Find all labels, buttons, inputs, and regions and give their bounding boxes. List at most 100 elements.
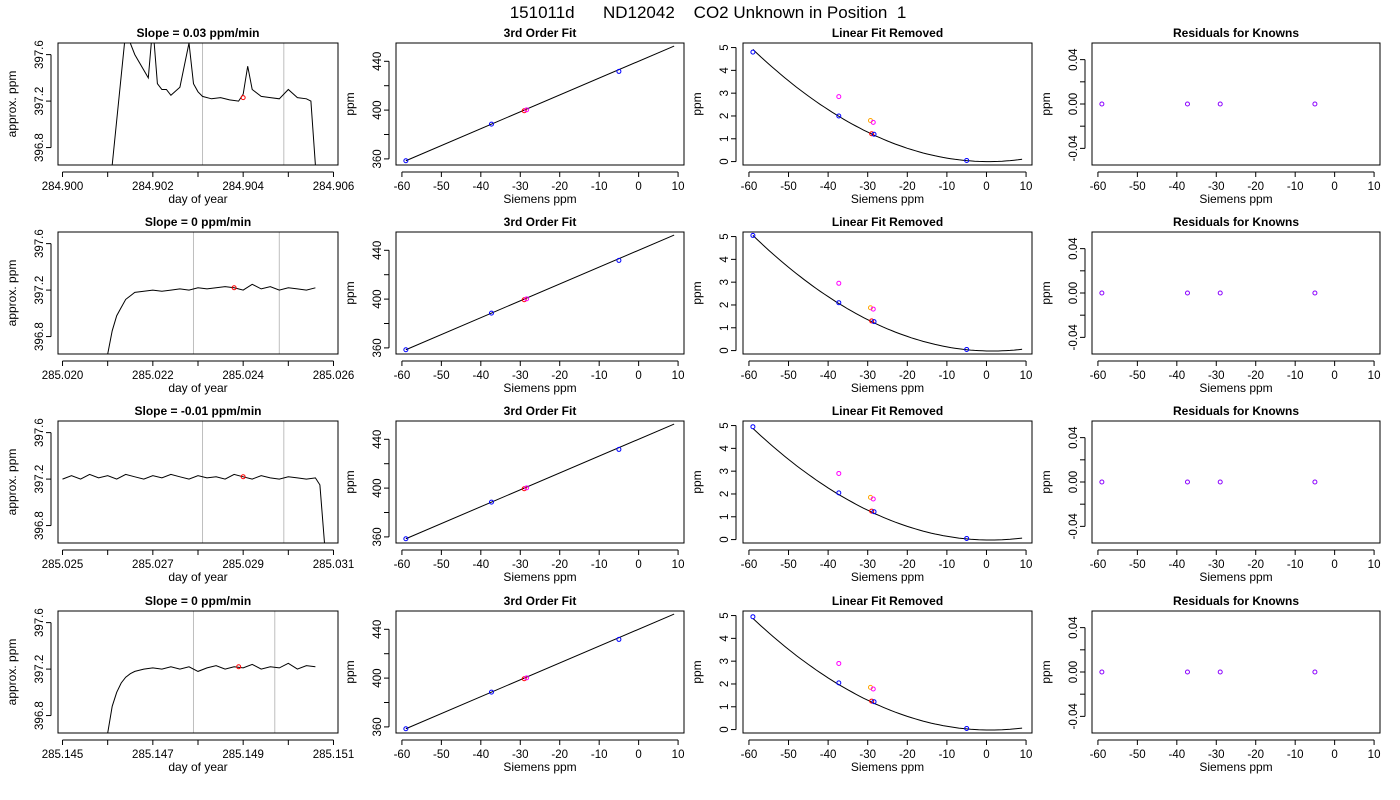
y-tick-label: 0.00 — [1068, 661, 1080, 683]
x-tick-label: -40 — [820, 559, 837, 571]
x-tick-label: 285.027 — [132, 559, 174, 571]
x-tick-label: -50 — [780, 370, 797, 382]
panel-title: Slope = 0 ppm/min — [145, 215, 251, 229]
data-point — [521, 486, 527, 492]
panel-title: Residuals for Knowns — [1173, 404, 1299, 418]
x-tick-label: -10 — [591, 749, 608, 761]
x-tick-label: -40 — [1169, 370, 1186, 382]
plot-frame — [395, 42, 685, 166]
y-axis-label: ppm — [343, 92, 357, 115]
x-tick-label: -20 — [551, 370, 568, 382]
x-tick-label: -40 — [473, 749, 490, 761]
data-point — [1184, 669, 1190, 675]
x-tick-label: -50 — [1129, 749, 1146, 761]
x-tick-label: -20 — [551, 749, 568, 761]
x-tick-label: -10 — [591, 181, 608, 193]
plot-frame — [742, 420, 1033, 544]
plot-frame — [1091, 231, 1381, 355]
x-tick-label: 10 — [1020, 181, 1033, 193]
plot-area — [1099, 479, 1318, 485]
plot-area — [403, 423, 675, 542]
y-tick-label: 440 — [372, 430, 384, 449]
x-tick-label: 284.906 — [313, 181, 355, 193]
x-tick-label: -60 — [1090, 559, 1107, 571]
x-axis-label: Siemens ppm — [1199, 760, 1272, 774]
x-tick-label: -30 — [1208, 370, 1225, 382]
y-tick-label: 440 — [372, 52, 384, 71]
data-point — [488, 499, 494, 505]
y-tick-label: 5 — [719, 422, 731, 428]
x-tick-label: -50 — [1129, 559, 1146, 571]
data-point — [871, 131, 877, 137]
fit-curve — [752, 618, 1023, 731]
data-point — [869, 318, 875, 324]
panel-title: 3rd Order Fit — [504, 404, 577, 418]
data-point — [231, 285, 237, 291]
y-axis-label: ppm — [1039, 660, 1053, 683]
x-tick-label: -20 — [899, 181, 916, 193]
x-tick-label: -10 — [1287, 181, 1304, 193]
x-tick-label: -50 — [780, 749, 797, 761]
plot-frame — [1091, 420, 1381, 544]
data-point — [488, 310, 494, 316]
y-tick-label: 0.04 — [1068, 237, 1080, 260]
plot-area — [403, 234, 675, 353]
x-tick-label: -30 — [1208, 559, 1225, 571]
data-point — [240, 95, 246, 101]
y-tick-label: 397.6 — [34, 608, 46, 637]
x-tick-label: -40 — [1169, 559, 1186, 571]
data-point — [521, 297, 527, 303]
x-tick-label: 10 — [1020, 749, 1033, 761]
panel-r2-c3: Linear Fit Removed-60 -50 -40 -30 -20 -10 0 10S… — [690, 215, 1033, 395]
x-tick-label: -20 — [1247, 370, 1264, 382]
y-tick-label: 0.00 — [1068, 282, 1080, 304]
x-tick-label: -60 — [741, 370, 758, 382]
panel-title: Linear Fit Removed — [832, 215, 943, 229]
x-tick-label: 10 — [672, 559, 685, 571]
panel-r1-c1: Slope = 0.03 ppm/min 284.900 284.902 284.90… — [5, 26, 354, 206]
x-tick-label: -10 — [939, 370, 956, 382]
plot-frame — [57, 42, 339, 166]
x-tick-label: 285.026 — [313, 370, 355, 382]
panel-title: Residuals for Knowns — [1173, 594, 1299, 608]
x-tick-label: -30 — [512, 559, 529, 571]
data-point — [836, 470, 842, 476]
plot-area — [750, 424, 1023, 541]
x-tick-label: -40 — [473, 181, 490, 193]
y-tick-label: 4 — [719, 445, 731, 452]
plot-frame — [395, 420, 685, 544]
y-tick-label: 0 — [719, 726, 731, 732]
y-tick-label: 4 — [719, 635, 731, 642]
x-tick-label: -20 — [899, 370, 916, 382]
x-tick-label: -20 — [899, 559, 916, 571]
plot-area — [107, 232, 316, 354]
data-point — [836, 300, 842, 306]
series-line — [107, 662, 316, 733]
x-tick-label: 284.904 — [222, 181, 264, 193]
x-tick-label: 10 — [1020, 559, 1033, 571]
data-point — [524, 296, 530, 302]
x-tick-label: -10 — [591, 559, 608, 571]
data-point — [616, 446, 622, 452]
panel-title: Linear Fit Removed — [832, 26, 943, 40]
x-tick-label: 285.025 — [42, 559, 84, 571]
x-tick-label: 0 — [1331, 559, 1337, 571]
data-point — [870, 119, 876, 125]
x-tick-label: -30 — [859, 370, 876, 382]
x-tick-label: -10 — [939, 181, 956, 193]
y-tick-label: 1 — [719, 136, 731, 142]
y-axis-label: ppm — [690, 660, 704, 683]
plot-frame — [395, 231, 685, 355]
data-point — [524, 107, 530, 113]
x-axis-label: Siemens ppm — [503, 570, 576, 584]
x-axis-label: Siemens ppm — [851, 760, 924, 774]
data-point — [1099, 101, 1105, 107]
series-line — [107, 283, 316, 354]
plot-frame — [57, 231, 339, 355]
panel-r2-c1: Slope = 0 ppm/min 285.020 285.022 285.024 28… — [5, 215, 354, 395]
data-point — [964, 346, 970, 352]
panel-title: 3rd Order Fit — [504, 594, 577, 608]
x-tick-label: -30 — [859, 559, 876, 571]
y-axis-label: ppm — [343, 470, 357, 493]
